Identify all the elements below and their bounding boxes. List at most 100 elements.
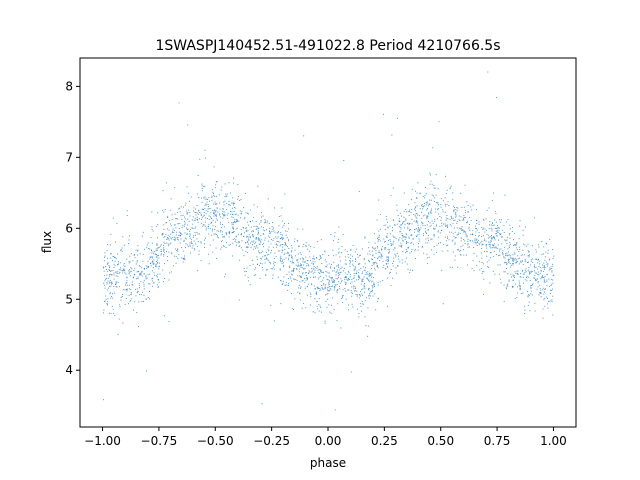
data-point [430,212,432,214]
data-point [386,263,388,265]
data-point [379,228,381,230]
data-point [515,244,517,246]
data-point [417,214,419,216]
data-point [461,206,463,208]
data-point [236,221,238,223]
data-point [136,292,138,294]
data-point [328,281,330,283]
data-point [353,268,355,270]
data-point [140,281,142,283]
data-point [104,256,106,258]
data-point [531,245,533,247]
data-point [139,266,141,268]
data-point [109,266,111,268]
data-point [233,177,235,179]
data-point [288,222,290,224]
data-point [281,236,283,238]
data-point [320,270,322,272]
data-point [298,271,300,273]
data-point [551,301,553,303]
data-point [108,285,110,287]
data-point [182,225,184,227]
data-point [513,275,515,277]
data-point [503,300,505,302]
data-point [248,236,250,238]
data-point [419,192,421,194]
data-point [255,274,257,276]
data-point [231,216,233,218]
data-point [118,269,120,271]
data-point [321,284,323,286]
data-point [268,235,270,237]
data-point [492,243,494,245]
data-point [228,231,230,233]
data-point [476,244,478,246]
data-point [237,184,239,186]
data-point [547,303,549,305]
data-point [197,241,199,243]
data-point [453,205,455,207]
data-point [461,229,463,231]
data-point [212,239,214,241]
data-point [286,237,288,239]
data-point [163,249,165,250]
data-point [486,247,488,249]
data-point [283,237,285,239]
data-point [262,269,264,271]
data-point [181,257,183,259]
data-point [440,230,442,232]
data-point [408,214,410,216]
data-point [226,209,228,211]
data-point [332,285,333,287]
data-point [368,325,370,327]
data-point [286,273,288,275]
data-point [220,221,222,223]
data-point [211,228,213,230]
data-point [371,289,373,291]
data-point [454,231,456,233]
data-point [490,252,492,254]
data-point [371,246,373,248]
data-point [517,270,519,272]
data-point [456,210,458,212]
data-point [198,233,200,235]
data-point [187,228,189,230]
data-point [305,272,307,274]
data-point [542,264,544,266]
data-point [111,296,113,298]
data-point [548,269,550,271]
data-point [212,219,214,221]
data-point [506,236,508,238]
data-point [295,264,297,266]
data-point [302,267,304,269]
data-point [333,309,335,311]
data-point [451,231,453,233]
data-point [478,235,480,237]
data-point [273,230,275,232]
data-point [552,282,554,284]
data-point [189,229,191,231]
data-point [410,251,412,253]
data-point [404,223,406,225]
data-point [242,249,244,251]
data-point [358,263,360,265]
data-point [268,253,270,255]
data-point [348,256,350,258]
data-point [163,224,165,226]
data-point [232,231,234,233]
data-point [302,272,304,274]
data-point [326,306,328,308]
data-point [118,318,120,320]
data-point [501,252,503,254]
data-point [317,288,319,290]
data-point [392,187,394,189]
data-point [341,295,343,297]
data-point [285,242,287,244]
data-point [454,219,456,221]
data-point [489,224,490,226]
data-point [372,262,374,264]
data-point [325,266,327,268]
data-point [312,311,314,313]
data-point [551,299,553,301]
data-point [490,257,492,259]
